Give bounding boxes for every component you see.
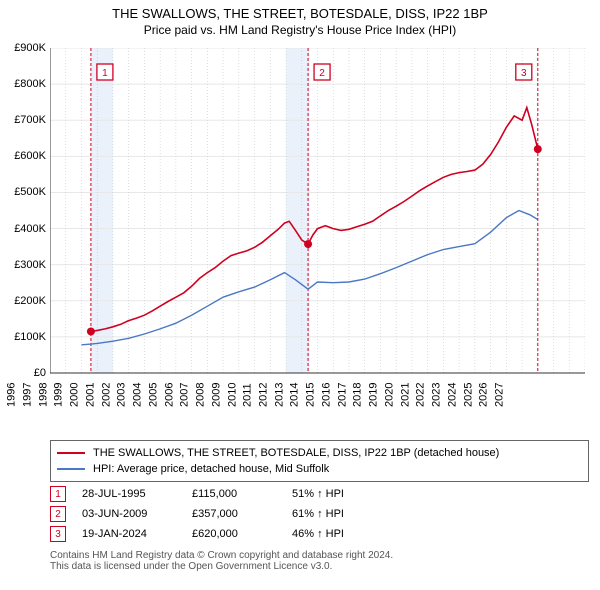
sale-marker-icon: 1	[50, 486, 66, 502]
svg-text:1: 1	[102, 68, 108, 79]
y-tick-label: £600K	[2, 150, 46, 162]
y-tick-label: £900K	[2, 42, 46, 54]
svg-text:2: 2	[319, 68, 325, 79]
legend: THE SWALLOWS, THE STREET, BOTESDALE, DIS…	[50, 440, 589, 482]
y-tick-label: £700K	[2, 114, 46, 126]
x-tick-label: 2027	[494, 383, 600, 407]
footer: Contains HM Land Registry data © Crown c…	[50, 550, 393, 572]
footer-line-2: This data is licensed under the Open Gov…	[50, 561, 393, 572]
chart-area: 1 2 3	[50, 48, 585, 403]
y-tick-label: £0	[2, 367, 46, 379]
y-tick-label: £800K	[2, 78, 46, 90]
sale-price: £620,000	[192, 528, 292, 540]
sale-price: £357,000	[192, 508, 292, 520]
sale-row: 3 19-JAN-2024 £620,000 46% ↑ HPI	[50, 524, 402, 544]
legend-swatch-0	[57, 452, 85, 454]
sale-hpi: 51% ↑ HPI	[292, 488, 402, 500]
sale-marker-icon: 2	[50, 506, 66, 522]
sale-marker-icon: 3	[50, 526, 66, 542]
sale-date: 28-JUL-1995	[82, 488, 192, 500]
y-tick-label: £100K	[2, 331, 46, 343]
sale-date: 03-JUN-2009	[82, 508, 192, 520]
sale-date: 19-JAN-2024	[82, 528, 192, 540]
sale-hpi: 46% ↑ HPI	[292, 528, 402, 540]
footer-line-1: Contains HM Land Registry data © Crown c…	[50, 550, 393, 561]
y-tick-label: £300K	[2, 259, 46, 271]
y-tick-label: £400K	[2, 223, 46, 235]
sales-table: 1 28-JUL-1995 £115,000 51% ↑ HPI 2 03-JU…	[50, 484, 402, 544]
sale-row: 2 03-JUN-2009 £357,000 61% ↑ HPI	[50, 504, 402, 524]
svg-text:3: 3	[521, 68, 527, 79]
chart-subtitle: Price paid vs. HM Land Registry's House …	[0, 21, 600, 37]
legend-label-0: THE SWALLOWS, THE STREET, BOTESDALE, DIS…	[93, 447, 499, 459]
y-tick-label: £500K	[2, 186, 46, 198]
chart-title: THE SWALLOWS, THE STREET, BOTESDALE, DIS…	[0, 0, 600, 21]
y-tick-label: £200K	[2, 295, 46, 307]
chart-svg: 1 2 3	[50, 48, 585, 403]
sale-price: £115,000	[192, 488, 292, 500]
legend-label-1: HPI: Average price, detached house, Mid …	[93, 463, 329, 475]
legend-swatch-1	[57, 468, 85, 470]
sale-hpi: 61% ↑ HPI	[292, 508, 402, 520]
sale-row: 1 28-JUL-1995 £115,000 51% ↑ HPI	[50, 484, 402, 504]
